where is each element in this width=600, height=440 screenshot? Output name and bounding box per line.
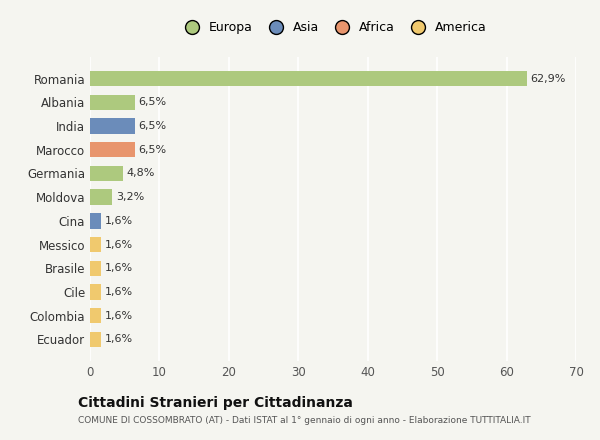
Text: COMUNE DI COSSOMBRATO (AT) - Dati ISTAT al 1° gennaio di ogni anno - Elaborazion: COMUNE DI COSSOMBRATO (AT) - Dati ISTAT …: [78, 416, 530, 425]
Bar: [90, 308, 101, 323]
Text: 62,9%: 62,9%: [530, 73, 566, 84]
Legend: Europa, Asia, Africa, America: Europa, Asia, Africa, America: [179, 21, 487, 34]
Text: 6,5%: 6,5%: [139, 145, 167, 155]
Text: 3,2%: 3,2%: [116, 192, 144, 202]
Text: 1,6%: 1,6%: [104, 216, 133, 226]
Text: 1,6%: 1,6%: [104, 287, 133, 297]
Text: 1,6%: 1,6%: [104, 334, 133, 345]
Bar: [90, 284, 101, 300]
Text: 4,8%: 4,8%: [127, 169, 155, 179]
Bar: [90, 95, 135, 110]
Bar: [90, 260, 101, 276]
Bar: [90, 71, 527, 86]
Text: 6,5%: 6,5%: [139, 121, 167, 131]
Bar: [90, 142, 135, 158]
Text: 1,6%: 1,6%: [104, 239, 133, 249]
Text: 1,6%: 1,6%: [104, 263, 133, 273]
Text: Cittadini Stranieri per Cittadinanza: Cittadini Stranieri per Cittadinanza: [78, 396, 353, 410]
Text: 1,6%: 1,6%: [104, 311, 133, 321]
Bar: [90, 166, 124, 181]
Bar: [90, 118, 135, 134]
Text: 6,5%: 6,5%: [139, 97, 167, 107]
Bar: [90, 213, 101, 228]
Bar: [90, 237, 101, 252]
Bar: [90, 190, 112, 205]
Bar: [90, 332, 101, 347]
